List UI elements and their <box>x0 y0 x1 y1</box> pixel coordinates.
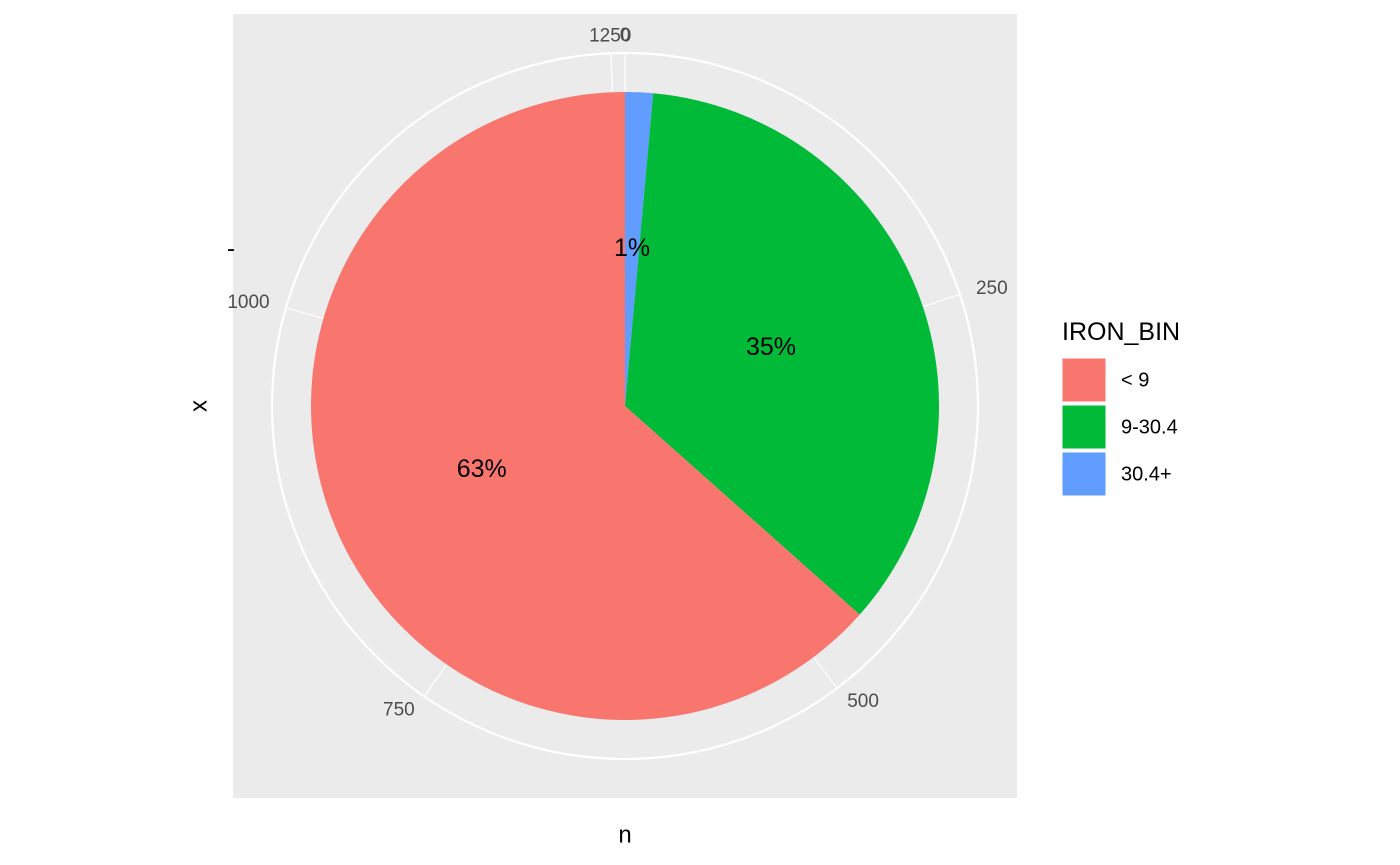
legend-items: < 9 9-30.4 30.4+ <box>1061 357 1178 497</box>
legend-key-0 <box>1061 357 1107 403</box>
grid-layer <box>270 51 980 761</box>
pie-slice-1 <box>625 93 940 615</box>
legend-title: IRON_BIN <box>1062 318 1180 346</box>
slice-label-2: 1% <box>614 234 650 262</box>
grid-line-1250 <box>610 53 614 93</box>
y-axis-title: x <box>185 400 212 412</box>
legend-label-2: 30.4+ <box>1121 463 1172 485</box>
slice-layer <box>311 92 940 721</box>
radial-tick-label-250: 250 <box>976 278 1008 299</box>
slice-label-0: 63% <box>457 455 507 483</box>
radial-tick-label-500: 500 <box>847 691 879 712</box>
legend-key-1 <box>1061 404 1107 450</box>
legend-key-2 <box>1061 451 1107 497</box>
slice-label-layer: 1% 35% 63% <box>457 234 796 483</box>
radial-tick-label-0: 0 <box>620 25 631 46</box>
radial-tick-label-750: 750 <box>383 699 415 720</box>
grid-line-500 <box>813 656 838 689</box>
grid-line-1000 <box>285 307 324 320</box>
grid-line-750 <box>423 664 448 697</box>
radial-tick-label-1000: 1000 <box>227 292 269 313</box>
legend: IRON_BIN < 9 9-30.4 30.4+ <box>1061 318 1180 497</box>
grid-line-250 <box>922 293 961 308</box>
radial-tick-label-1250: 1250 <box>589 25 631 46</box>
x-axis-title: n <box>618 821 631 848</box>
pie-slice-2 <box>625 92 654 406</box>
y-axis-tick-label: - <box>227 235 235 262</box>
pie-slice-0 <box>311 92 860 721</box>
tick-layer: 0 250 500 750 1000 1250 <box>227 25 1007 720</box>
slice-label-1: 35% <box>746 333 796 361</box>
legend-label-1: 9-30.4 <box>1121 416 1178 438</box>
legend-label-0: < 9 <box>1121 369 1149 391</box>
